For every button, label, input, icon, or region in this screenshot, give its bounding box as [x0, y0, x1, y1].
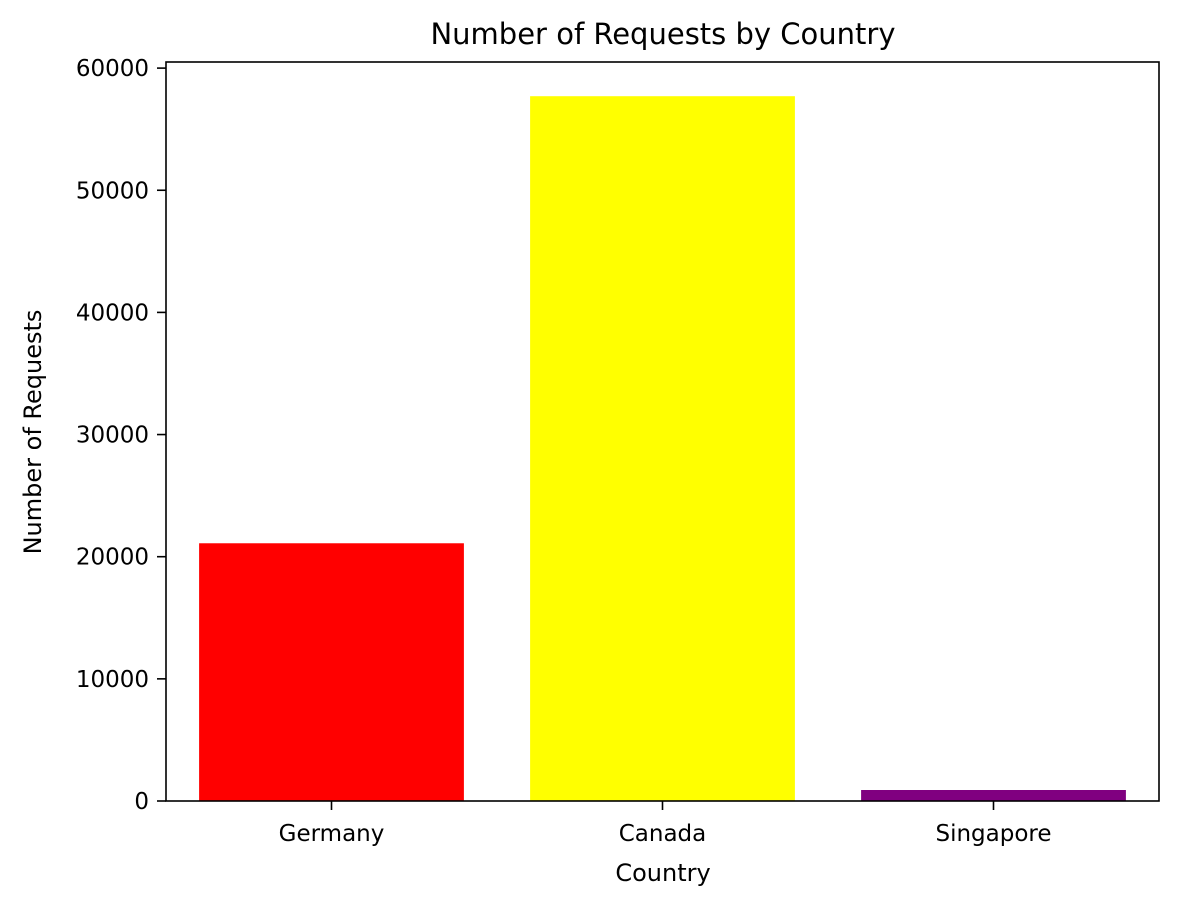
bar-canada: [530, 96, 795, 801]
y-tick-label: 60000: [76, 56, 149, 82]
plot-frame: [165, 61, 1160, 802]
y-axis-label: Number of Requests: [19, 310, 47, 555]
x-axis: Germany Canada Singapore: [279, 801, 1052, 847]
x-axis-label: Country: [615, 859, 710, 887]
y-tick-label: 10000: [76, 667, 149, 693]
y-tick-label: 20000: [76, 545, 149, 571]
y-tick-label: 50000: [76, 178, 149, 204]
y-tick-label: 30000: [76, 423, 149, 449]
x-tick-label: Singapore: [935, 821, 1051, 847]
y-axis: 0 10000 20000 30000 40000 50000 60000: [76, 56, 166, 815]
bars-group: [199, 96, 1126, 801]
x-tick-label: Germany: [279, 821, 385, 847]
y-tick-label: 40000: [76, 300, 149, 326]
chart-title: Number of Requests by Country: [430, 17, 895, 51]
x-tick-label: Canada: [619, 821, 707, 847]
y-tick-label: 0: [134, 789, 149, 815]
bar-singapore: [861, 790, 1126, 801]
bar-germany: [199, 543, 464, 801]
